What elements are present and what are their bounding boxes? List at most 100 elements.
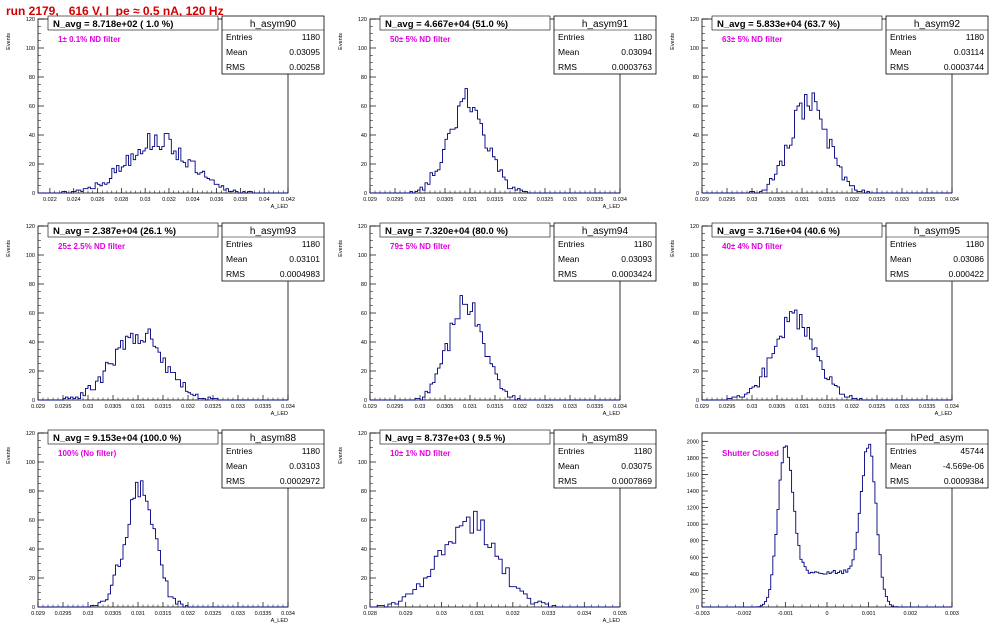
y-axis-label: Events bbox=[670, 240, 676, 257]
x-tick-label: 0.0305 bbox=[105, 611, 122, 617]
stats-entries-label: Entries bbox=[890, 32, 916, 42]
stats-entries-label: Entries bbox=[558, 446, 584, 456]
y-axis-label: Events bbox=[338, 240, 344, 257]
y-tick-label: 40 bbox=[693, 133, 699, 139]
stats-frame bbox=[885, 222, 989, 282]
stats-box: h_asym94 Entries 1180 Mean 0.03093 RMS 0.00034… bbox=[553, 222, 657, 282]
y-tick-label: 1800 bbox=[687, 456, 699, 462]
y-tick-label: 20 bbox=[29, 576, 35, 582]
y-tick-label: 80 bbox=[29, 75, 35, 81]
y-tick-label: 60 bbox=[29, 518, 35, 524]
stats-mean-label: Mean bbox=[558, 461, 580, 471]
stats-box: h_asym92 Entries 1180 Mean 0.03114 RMS 0.00037… bbox=[885, 15, 989, 75]
histogram-panel-h_asym91: 0.029 0.0295 0.03 0.0305 0.031 0.0315 0.032 0.0… bbox=[332, 12, 664, 219]
histogram-svg: -0.003 -0.002 -0.001 0 0.001 0.002 0.003 0 200 40… bbox=[687, 429, 989, 617]
stats-rms-label: RMS bbox=[226, 476, 245, 486]
x-tick-label: 0.031 bbox=[131, 404, 145, 410]
y-tick-label: 800 bbox=[690, 539, 699, 545]
stats-rms-label: RMS bbox=[890, 476, 909, 486]
y-tick-label: 40 bbox=[361, 340, 367, 346]
histogram-panel-h_asym90: 0.022 0.024 0.026 0.028 0.03 0.032 0.034 0.036 0… bbox=[0, 12, 332, 219]
x-tick-label: 0.034 bbox=[613, 197, 627, 203]
y-tick-label: 60 bbox=[29, 104, 35, 110]
histogram-panel-h_asym89: 0.028 0.029 0.03 0.031 0.032 0.033 0.034 0.035 0… bbox=[332, 426, 664, 633]
title-box bbox=[47, 15, 219, 31]
y-tick-label: 40 bbox=[693, 340, 699, 346]
x-tick-label: 0.03 bbox=[83, 404, 94, 410]
x-tick-label: 0.033 bbox=[563, 197, 577, 203]
y-tick-label: 80 bbox=[29, 282, 35, 288]
x-tick-label: 0.033 bbox=[542, 611, 556, 617]
y-tick-label: 60 bbox=[29, 311, 35, 317]
x-tick-label: 0.032 bbox=[162, 197, 176, 203]
x-tick-label: 0.003 bbox=[945, 611, 959, 617]
y-tick-label: 120 bbox=[358, 224, 367, 230]
x-tick-label: 0.022 bbox=[43, 197, 57, 203]
histogram-title: N_avg = 8.718e+02 ( 1.0 %) bbox=[47, 15, 219, 31]
y-tick-label: 0 bbox=[696, 605, 699, 611]
title-text: N_avg = 2.387e+04 (26.1 %) bbox=[53, 226, 176, 237]
y-tick-label: 60 bbox=[361, 104, 367, 110]
run-title: run 2179, 616 V, I_pe ≈ 0.5 nA, 120 Hz bbox=[6, 4, 224, 18]
x-tick-label: 0.033 bbox=[231, 404, 245, 410]
x-tick-label: 0.042 bbox=[281, 197, 295, 203]
title-text: N_avg = 8.718e+02 ( 1.0 %) bbox=[53, 19, 173, 30]
x-tick-label: 0 bbox=[825, 611, 828, 617]
x-tick-label: 0.0335 bbox=[255, 611, 272, 617]
x-tick-label: -0.002 bbox=[736, 611, 752, 617]
stats-entries-value: 1180 bbox=[634, 446, 653, 456]
x-tick-label: 0.031 bbox=[463, 197, 477, 203]
x-tick-label: 0.0315 bbox=[155, 404, 172, 410]
title-text: N_avg = 7.320e+04 (80.0 %) bbox=[385, 226, 508, 237]
stats-rms-label: RMS bbox=[558, 269, 577, 279]
histogram-line bbox=[38, 133, 288, 194]
stats-rms-value: 0.0004983 bbox=[280, 269, 320, 279]
x-tick-label: 0.034 bbox=[577, 611, 591, 617]
stats-box: h_asym91 Entries 1180 Mean 0.03094 RMS 0.00037… bbox=[553, 15, 657, 75]
histogram-line bbox=[702, 443, 952, 608]
y-axis-label: Events bbox=[6, 240, 12, 257]
stats-mean-value: 0.03114 bbox=[954, 47, 984, 57]
stats-mean-value: 0.03103 bbox=[289, 461, 320, 471]
stats-rms-value: 0.000422 bbox=[949, 269, 985, 279]
histogram-line bbox=[702, 92, 952, 194]
stats-mean-value: 0.03094 bbox=[621, 47, 652, 57]
x-tick-label: 0.032 bbox=[506, 611, 520, 617]
y-tick-label: 1600 bbox=[687, 472, 699, 478]
y-tick-label: 40 bbox=[29, 133, 35, 139]
stats-box: h_asym90 Entries 1180 Mean 0.03095 RMS 0.00258 bbox=[221, 15, 325, 75]
x-tick-label: 0.04 bbox=[259, 197, 270, 203]
histogram-panel-hPed_asym: -0.003 -0.002 -0.001 0 0.001 0.002 0.003 0 200 40… bbox=[664, 426, 996, 633]
stats-entries-label: Entries bbox=[558, 239, 584, 249]
y-tick-label: 0 bbox=[696, 191, 699, 197]
x-tick-label: 0.024 bbox=[67, 197, 81, 203]
x-tick-label: 0.0315 bbox=[487, 197, 504, 203]
y-tick-label: 40 bbox=[29, 547, 35, 553]
stats-rms-label: RMS bbox=[226, 269, 245, 279]
title-text: N_avg = 3.716e+04 (40.6 %) bbox=[717, 226, 840, 237]
stats-box: h_asym89 Entries 1180 Mean 0.03075 RMS 0.00078… bbox=[553, 429, 657, 489]
stats-mean-value: 0.03075 bbox=[621, 461, 652, 471]
stats-entries-label: Entries bbox=[226, 239, 252, 249]
stats-name: hPed_asym bbox=[911, 433, 964, 444]
x-tick-label: 0.0305 bbox=[769, 404, 786, 410]
title-box bbox=[711, 15, 883, 31]
x-tick-label: 0.03 bbox=[747, 197, 758, 203]
x-axis-label: A_LED bbox=[271, 204, 288, 210]
x-tick-label: 0.0335 bbox=[919, 404, 936, 410]
histogram-title: N_avg = 3.716e+04 (40.6 %) bbox=[711, 222, 883, 238]
y-tick-label: 200 bbox=[690, 588, 699, 594]
stats-box: h_asym95 Entries 1180 Mean 0.03086 RMS 0.00042… bbox=[885, 222, 989, 282]
y-tick-label: 2000 bbox=[687, 439, 699, 445]
histogram-svg: 0.029 0.0295 0.03 0.0305 0.031 0.0315 0.032 0.0… bbox=[338, 15, 657, 210]
y-tick-label: 0 bbox=[32, 605, 35, 611]
stats-mean-label: Mean bbox=[558, 47, 580, 57]
y-tick-label: 100 bbox=[358, 46, 367, 52]
y-tick-label: 0 bbox=[364, 398, 367, 404]
y-tick-label: 20 bbox=[361, 162, 367, 168]
x-tick-label: 0.034 bbox=[945, 404, 959, 410]
filter-note: 10± 1% ND filter bbox=[390, 449, 450, 458]
histogram-svg: 0.022 0.024 0.026 0.028 0.03 0.032 0.034 0.036 0… bbox=[6, 15, 325, 210]
title-box bbox=[47, 222, 219, 238]
x-tick-label: 0.034 bbox=[613, 404, 627, 410]
